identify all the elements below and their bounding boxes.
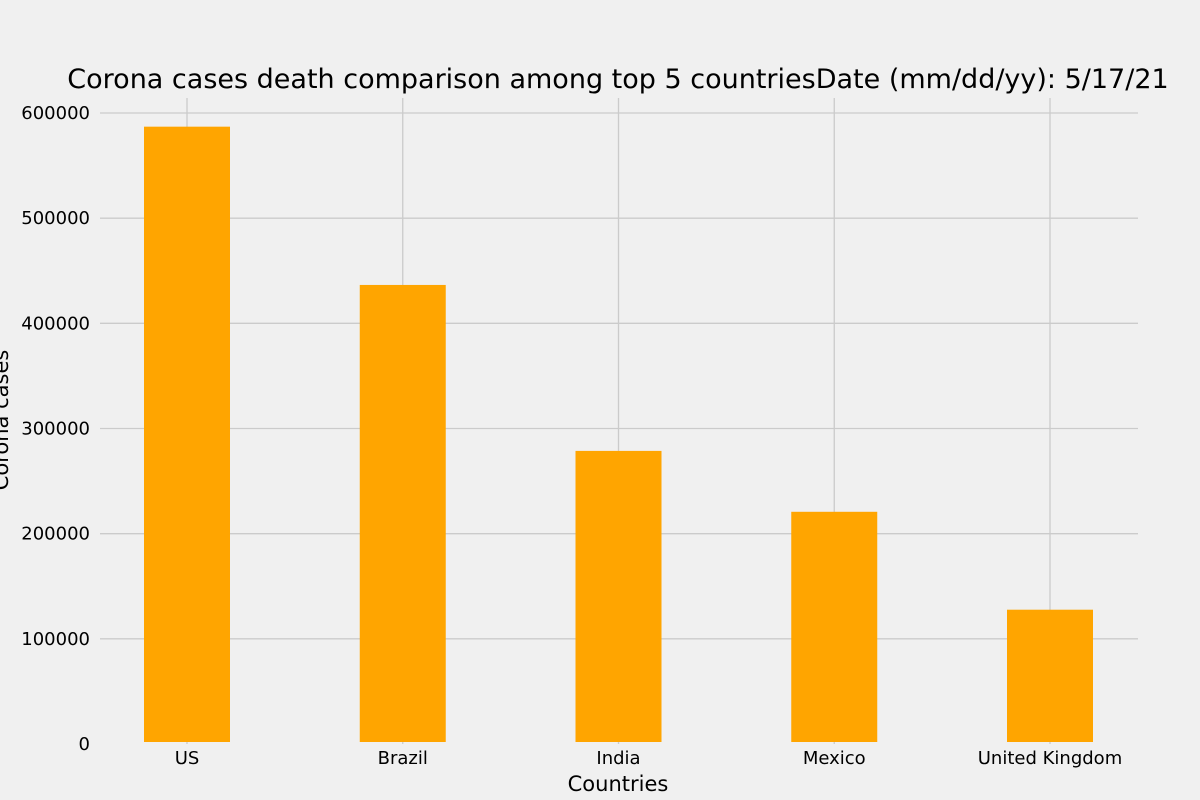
bar-brazil: [359, 284, 446, 742]
y-tick-label: 100000: [21, 629, 90, 650]
x-tick-label: Mexico: [803, 748, 866, 769]
x-tick-label: US: [175, 748, 200, 769]
x-axis-label: Countries: [568, 772, 669, 796]
bar-india: [575, 450, 662, 742]
chart-title: Corona cases death comparison among top …: [67, 64, 1168, 95]
bar-mexico: [791, 511, 878, 742]
y-tick-label: 500000: [21, 208, 90, 229]
y-tick-label: 400000: [21, 313, 90, 334]
y-axis-label: Corona cases: [0, 350, 13, 491]
bar-united-kingdom: [1007, 609, 1093, 742]
y-tick-label: 200000: [21, 524, 90, 545]
y-tick-label: 0: [79, 734, 90, 755]
x-tick-label: India: [596, 748, 640, 769]
x-tick-label: Brazil: [378, 748, 428, 769]
y-tick-label: 300000: [21, 419, 90, 440]
x-tick-label: United Kingdom: [978, 748, 1122, 769]
bars: [144, 126, 1093, 742]
y-tick-label: 600000: [21, 103, 90, 124]
bar-us: [144, 126, 230, 742]
tick-labels: 0 100000 200000 300000 400000 500000 600000 US B…: [21, 103, 1122, 769]
